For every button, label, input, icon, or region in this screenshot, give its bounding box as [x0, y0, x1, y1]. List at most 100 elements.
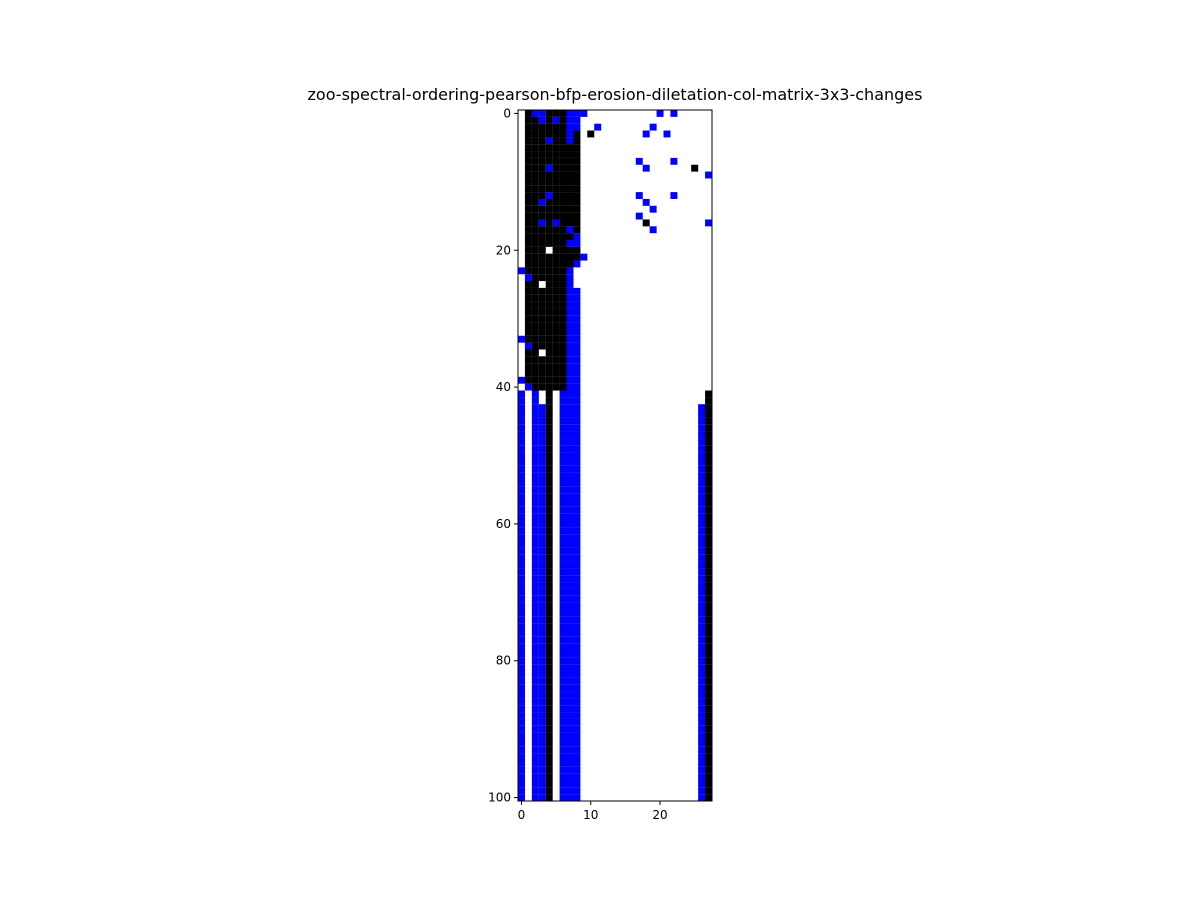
heatmap-cell	[518, 678, 525, 685]
heatmap-cell	[518, 753, 525, 760]
heatmap-cell	[567, 213, 574, 220]
heatmap-cell	[567, 137, 574, 144]
heatmap-cell	[705, 500, 712, 507]
heatmap-cell	[539, 254, 546, 261]
heatmap-cell	[567, 664, 574, 671]
heatmap-cell	[539, 616, 546, 623]
heatmap-cell	[560, 589, 567, 596]
heatmap-cell	[567, 404, 574, 411]
heatmap-cell	[532, 172, 539, 179]
heatmap-cell	[546, 254, 553, 261]
heatmap-cell	[532, 261, 539, 268]
heatmap-cell	[546, 131, 553, 138]
heatmap-cell	[553, 356, 560, 363]
heatmap-cell	[546, 705, 553, 712]
heatmap-cell	[705, 541, 712, 548]
heatmap-cell	[553, 377, 560, 384]
heatmap-cell	[567, 185, 574, 192]
heatmap-cell	[567, 165, 574, 172]
heatmap-cell	[539, 247, 546, 254]
heatmap-cell	[532, 705, 539, 712]
heatmap-cell	[518, 500, 525, 507]
heatmap-cell	[705, 603, 712, 610]
heatmap-cell	[698, 780, 705, 787]
heatmap-cell	[698, 746, 705, 753]
heatmap-cell	[573, 391, 580, 398]
heatmap-cell	[546, 685, 553, 692]
heatmap-cell	[698, 411, 705, 418]
heatmap-cell	[705, 760, 712, 767]
heatmap-cell	[546, 616, 553, 623]
heatmap-cell	[705, 507, 712, 514]
heatmap-cell	[532, 411, 539, 418]
heatmap-cell	[546, 165, 553, 172]
heatmap-cell	[560, 527, 567, 534]
heatmap-cell	[643, 131, 650, 138]
heatmap-cell	[560, 302, 567, 309]
heatmap-cell	[532, 384, 539, 391]
heatmap-cell	[553, 110, 560, 117]
heatmap-cell	[560, 199, 567, 206]
heatmap-cell	[546, 267, 553, 274]
heatmap-cell	[567, 733, 574, 740]
heatmap-cell	[525, 267, 532, 274]
heatmap-cell	[532, 637, 539, 644]
heatmap-cell	[698, 425, 705, 432]
heatmap-cell	[546, 281, 553, 288]
heatmap-cell	[573, 425, 580, 432]
heatmap-cell	[698, 753, 705, 760]
heatmap-cell	[518, 391, 525, 398]
heatmap-cell	[573, 213, 580, 220]
heatmap-cell	[560, 377, 567, 384]
heatmap-cell	[567, 760, 574, 767]
heatmap-cell	[698, 630, 705, 637]
heatmap-cell	[705, 650, 712, 657]
heatmap-cell	[573, 295, 580, 302]
heatmap-cell	[539, 438, 546, 445]
heatmap-cell	[567, 158, 574, 165]
heatmap-cell	[539, 609, 546, 616]
heatmap-cell	[539, 794, 546, 801]
heatmap-cell	[518, 726, 525, 733]
heatmap-cell	[560, 213, 567, 220]
heatmap-cell	[573, 466, 580, 473]
heatmap-cell	[573, 719, 580, 726]
heatmap-cell	[705, 514, 712, 521]
heatmap-cell	[698, 568, 705, 575]
heatmap-cell	[698, 767, 705, 774]
heatmap-cell	[546, 671, 553, 678]
heatmap-cell	[539, 165, 546, 172]
heatmap-cell	[567, 261, 574, 268]
heatmap-cell	[532, 780, 539, 787]
heatmap-cell	[560, 637, 567, 644]
heatmap-cell	[573, 507, 580, 514]
heatmap-cell	[539, 192, 546, 199]
heatmap-cell	[560, 466, 567, 473]
heatmap-cell	[546, 637, 553, 644]
heatmap-cell	[636, 158, 643, 165]
heatmap-cell	[525, 370, 532, 377]
heatmap-cell	[518, 459, 525, 466]
heatmap-cell	[580, 110, 587, 117]
heatmap-cell	[518, 794, 525, 801]
heatmap-cell	[705, 391, 712, 398]
heatmap-cell	[539, 131, 546, 138]
heatmap-cell	[546, 349, 553, 356]
heatmap-cell	[532, 315, 539, 322]
heatmap-cell	[553, 124, 560, 131]
heatmap-cell	[525, 124, 532, 131]
heatmap-cell	[573, 288, 580, 295]
heatmap-cell	[532, 473, 539, 480]
heatmap-cell	[705, 746, 712, 753]
heatmap-cell	[518, 555, 525, 562]
heatmap-cell	[573, 254, 580, 261]
heatmap-cell	[539, 459, 546, 466]
heatmap-cell	[567, 692, 574, 699]
heatmap-cell	[573, 343, 580, 350]
heatmap-cell	[539, 172, 546, 179]
heatmap-cell	[560, 124, 567, 131]
heatmap-cell	[560, 185, 567, 192]
heatmap-cell	[560, 172, 567, 179]
heatmap-cell	[567, 219, 574, 226]
heatmap-cell	[705, 548, 712, 555]
